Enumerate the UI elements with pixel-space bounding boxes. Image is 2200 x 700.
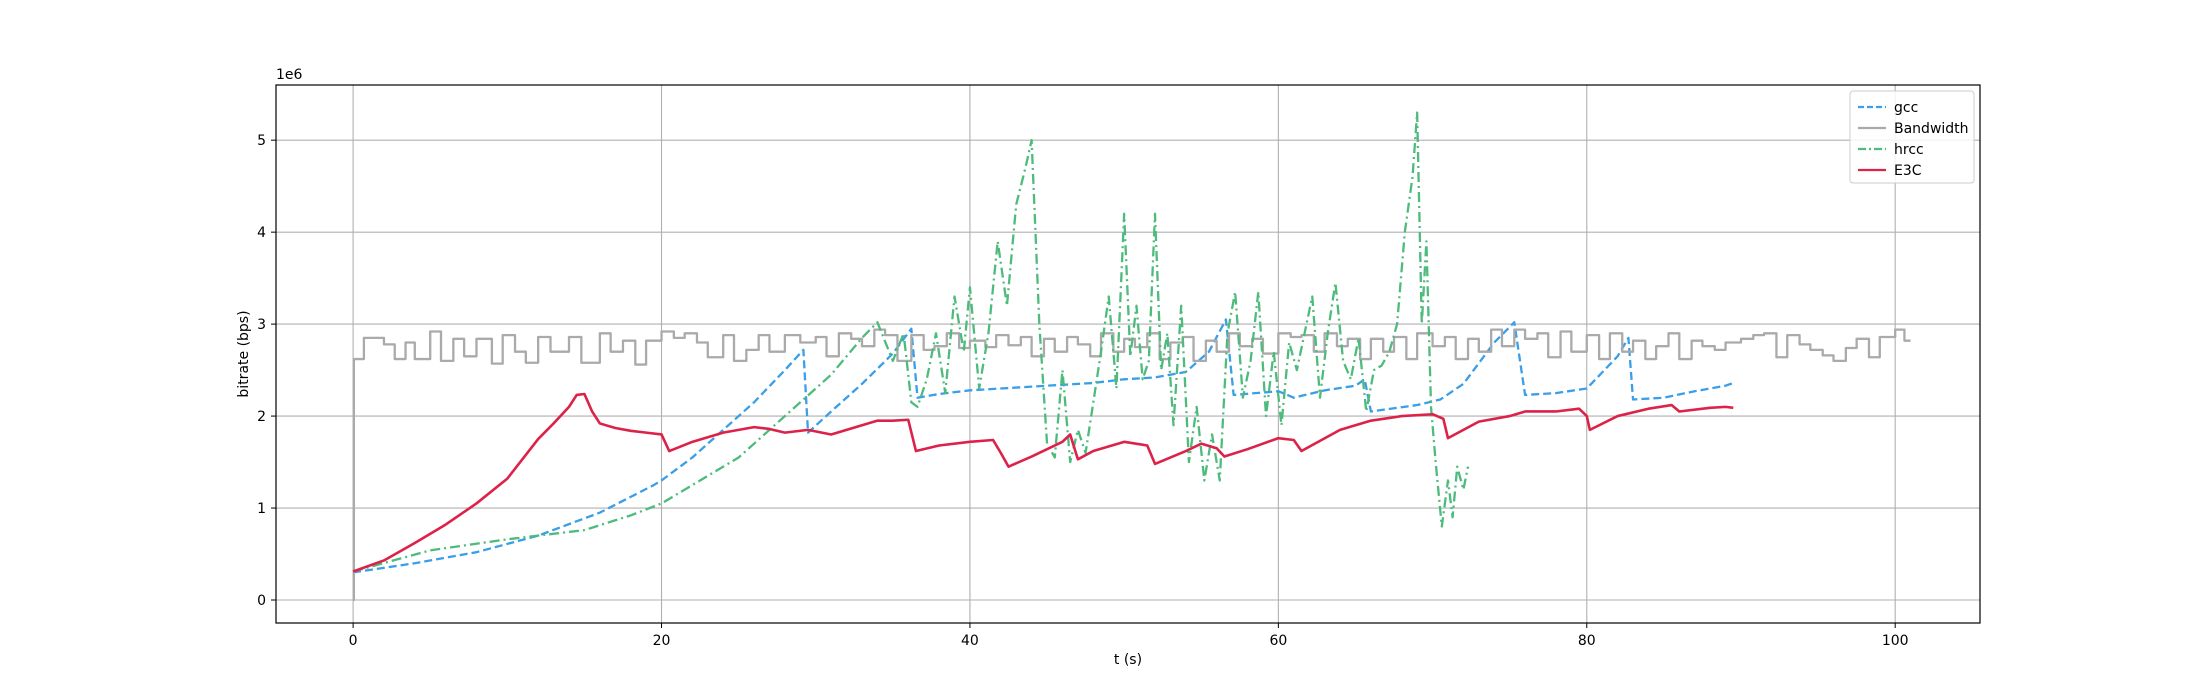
grid-lines [276,85,1980,623]
series-hrcc-line [352,111,1470,573]
x-tick-label: 20 [653,633,671,649]
x-tick-label: 0 [349,633,358,649]
series-lines [352,111,1911,602]
y-tick-label: 4 [257,225,266,241]
axis-ticks: 0 20 40 60 80 100 0 1 2 3 4 5 [257,133,1908,649]
legend-label-e3c: E3C [1894,163,1922,179]
legend-label-gcc: gcc [1894,100,1918,116]
y-tick-label: 5 [257,133,266,149]
y-tick-label: 3 [257,317,266,333]
series-e3c-line [352,392,1734,573]
plot-frame [275,84,1981,624]
series-bandwidth-line [352,328,1911,602]
legend-box [1849,90,1975,184]
series-gcc-line [352,318,1734,574]
x-tick-label: 60 [1269,633,1287,649]
y-offset-text: 1e6 [276,67,303,83]
legend-label-hrcc: hrcc [1894,142,1924,158]
y-tick-label: 1 [257,501,266,517]
legend-label-bandwidth: Bandwidth [1894,121,1969,137]
x-tick-label: 100 [1882,633,1909,649]
y-axis-label: bitrate (bps) [236,310,252,397]
x-axis-label: t (s) [1114,652,1142,668]
y-tick-label: 2 [257,409,266,425]
x-tick-label: 40 [961,633,979,649]
legend: gcc Bandwidth hrcc E3C [1849,90,1975,184]
y-tick-label: 0 [257,593,266,609]
x-tick-label: 80 [1578,633,1596,649]
